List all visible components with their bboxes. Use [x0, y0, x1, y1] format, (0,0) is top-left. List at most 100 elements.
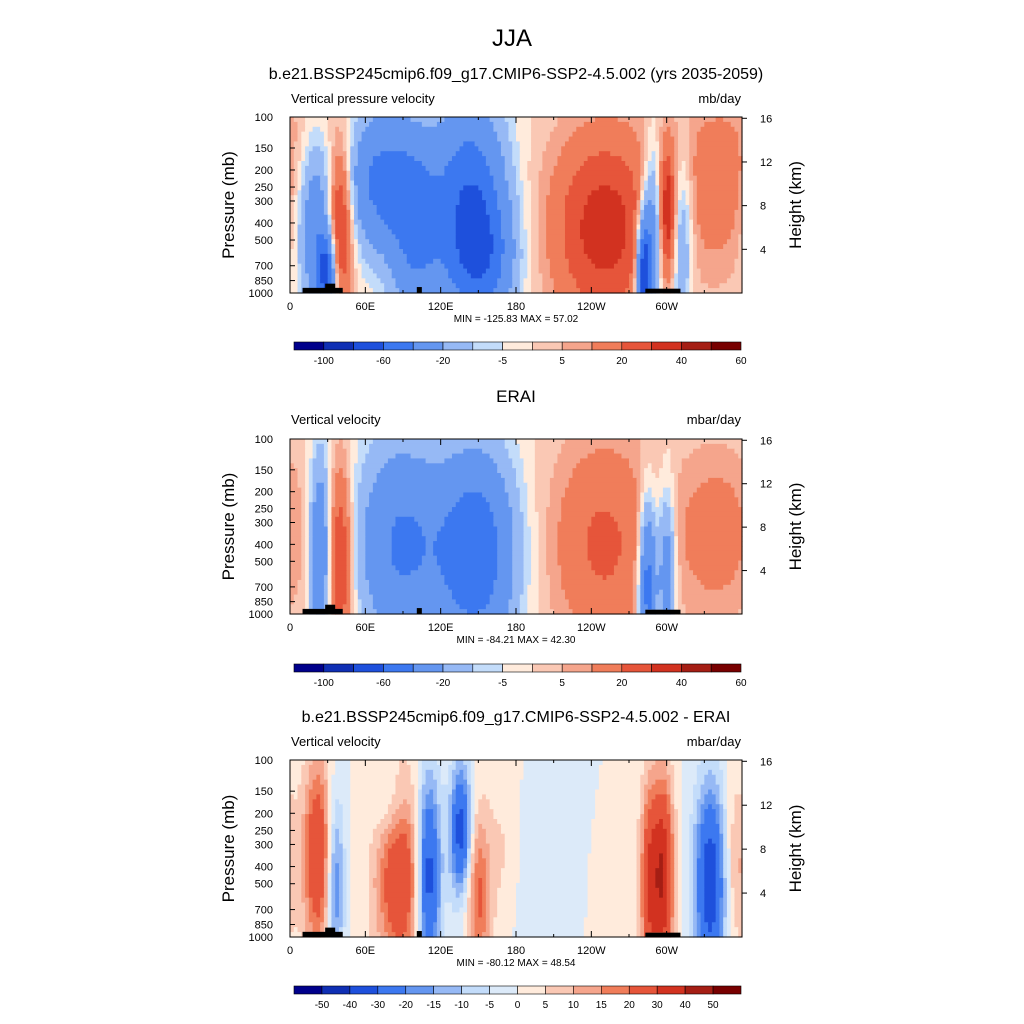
colorbar-label: 60 [735, 678, 747, 689]
colorbar-box [651, 341, 682, 351]
y-axis-title: Pressure (mb) [219, 151, 238, 259]
colorbar-box [591, 663, 623, 673]
colorbar-box [349, 985, 379, 995]
topography-block [645, 609, 681, 614]
variable-label: Vertical velocity [291, 734, 381, 749]
topography-block [325, 927, 336, 937]
colorbar-box [710, 341, 742, 351]
colorbar-box [472, 663, 503, 673]
x-tick-label: 120W [577, 301, 606, 313]
y2-tick-label: 16 [760, 435, 772, 447]
variable-label: Vertical pressure velocity [291, 91, 435, 106]
y2-tick-label: 12 [760, 157, 772, 169]
colorbar-box [489, 985, 518, 995]
y-tick-label: 200 [255, 487, 273, 499]
x-tick-label: 120W [577, 622, 606, 634]
colorbar-label: -5 [498, 678, 507, 689]
x-tick-label: 0 [287, 622, 293, 634]
x-tick-label: 60E [356, 622, 376, 634]
panel-2: ERAI Vertical velocity mbar/day 0 60E 120E 180… [219, 387, 805, 689]
variable-label: Vertical velocity [291, 412, 381, 427]
topography-block [416, 608, 422, 614]
colorbar-box [710, 663, 742, 673]
colorbar-label: 40 [676, 678, 688, 689]
y2-axis-title: Height (km) [786, 483, 805, 571]
y2-tick-label: 4 [760, 244, 766, 256]
colorbar-label: -5 [498, 356, 507, 367]
colorbar-box [621, 341, 652, 351]
colorbar-label: -60 [376, 356, 391, 367]
colorbar-box [353, 663, 384, 673]
colorbar-label: 15 [596, 1000, 608, 1011]
y-tick-label: 500 [255, 879, 273, 891]
colorbar-label: 10 [568, 1000, 580, 1011]
y2-tick-label: 12 [760, 479, 772, 491]
colorbar-box [684, 985, 714, 995]
y-tick-label: 200 [255, 165, 273, 177]
y-tick-label: 150 [255, 143, 273, 155]
colorbar-label: 50 [708, 1000, 720, 1011]
colorbar-box [502, 663, 533, 673]
field-heatmap [290, 439, 743, 615]
y-tick-label: 500 [255, 556, 273, 568]
x-tick-label: 120W [577, 945, 606, 957]
colorbar-box [712, 985, 742, 995]
colorbar-label: 0 [515, 1000, 521, 1011]
x-tick-label: 180 [507, 622, 525, 634]
colorbar-label: -20 [436, 356, 451, 367]
colorbar-box [681, 341, 712, 351]
colorbar-label: 5 [543, 1000, 549, 1011]
x-tick-label: 120E [428, 945, 454, 957]
topography-block [645, 288, 681, 293]
colorbar-label: -20 [399, 1000, 414, 1011]
y-tick-label: 850 [255, 276, 273, 288]
y-tick-label: 100 [255, 755, 273, 767]
y-tick-label: 250 [255, 182, 273, 194]
colorbar-label: 40 [680, 1000, 692, 1011]
colorbar-box [383, 663, 414, 673]
stats-label: MIN = -84.21 MAX = 42.30 [457, 635, 576, 646]
colorbar-box [321, 985, 351, 995]
y2-axis-title: Height (km) [786, 805, 805, 893]
topography-block [302, 608, 343, 614]
y-tick-label: 100 [255, 112, 273, 124]
x-tick-label: 60E [356, 301, 376, 313]
stats-label: MIN = -125.83 MAX = 57.02 [454, 314, 579, 325]
colorbar-box [293, 341, 325, 351]
colorbar-box [651, 663, 682, 673]
panel-title: b.e21.BSSP245cmip6.f09_g17.CMIP6-SSP2-4.… [302, 709, 731, 726]
y2-tick-label: 4 [760, 888, 766, 900]
y-tick-label: 700 [255, 261, 273, 273]
y-tick-label: 700 [255, 905, 273, 917]
y-tick-label: 250 [255, 825, 273, 837]
colorbar-box [545, 985, 574, 995]
colorbar-label: -50 [315, 1000, 330, 1011]
colorbar-box [377, 985, 407, 995]
topography-block [416, 287, 422, 293]
topography-block [302, 287, 343, 293]
x-tick-label: 120E [428, 301, 454, 313]
colorbar-label: 20 [616, 678, 628, 689]
colorbar-label: 5 [559, 678, 565, 689]
y2-tick-label: 8 [760, 844, 766, 856]
colorbar-box [293, 985, 323, 995]
y-tick-label: 1000 [249, 932, 273, 944]
y-tick-label: 300 [255, 839, 273, 851]
colorbar-box [656, 985, 686, 995]
y2-tick-label: 8 [760, 201, 766, 213]
y-tick-label: 150 [255, 465, 273, 477]
colorbar-label: -30 [371, 1000, 386, 1011]
colorbar-box [517, 985, 546, 995]
x-tick-label: 180 [507, 301, 525, 313]
colorbar-box [472, 341, 503, 351]
season-title: JJA [492, 25, 532, 52]
y-axis-title: Pressure (mb) [219, 795, 238, 903]
colorbar-box [442, 663, 474, 673]
x-tick-label: 180 [507, 945, 525, 957]
y-tick-label: 850 [255, 597, 273, 609]
y-tick-label: 100 [255, 434, 273, 446]
colorbar-label: -15 [426, 1000, 441, 1011]
x-tick-label: 0 [287, 945, 293, 957]
colorbar-box [383, 341, 414, 351]
